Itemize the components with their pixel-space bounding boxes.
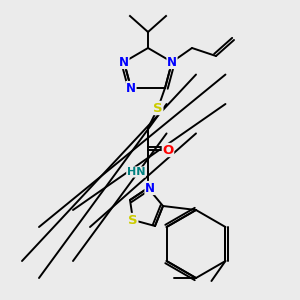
Text: O: O (162, 143, 174, 157)
Text: N: N (167, 56, 177, 68)
Text: S: S (153, 101, 163, 115)
Text: N: N (119, 56, 129, 68)
Text: HN: HN (127, 167, 145, 177)
Text: S: S (128, 214, 138, 226)
Text: N: N (145, 182, 155, 194)
Text: N: N (126, 82, 136, 94)
